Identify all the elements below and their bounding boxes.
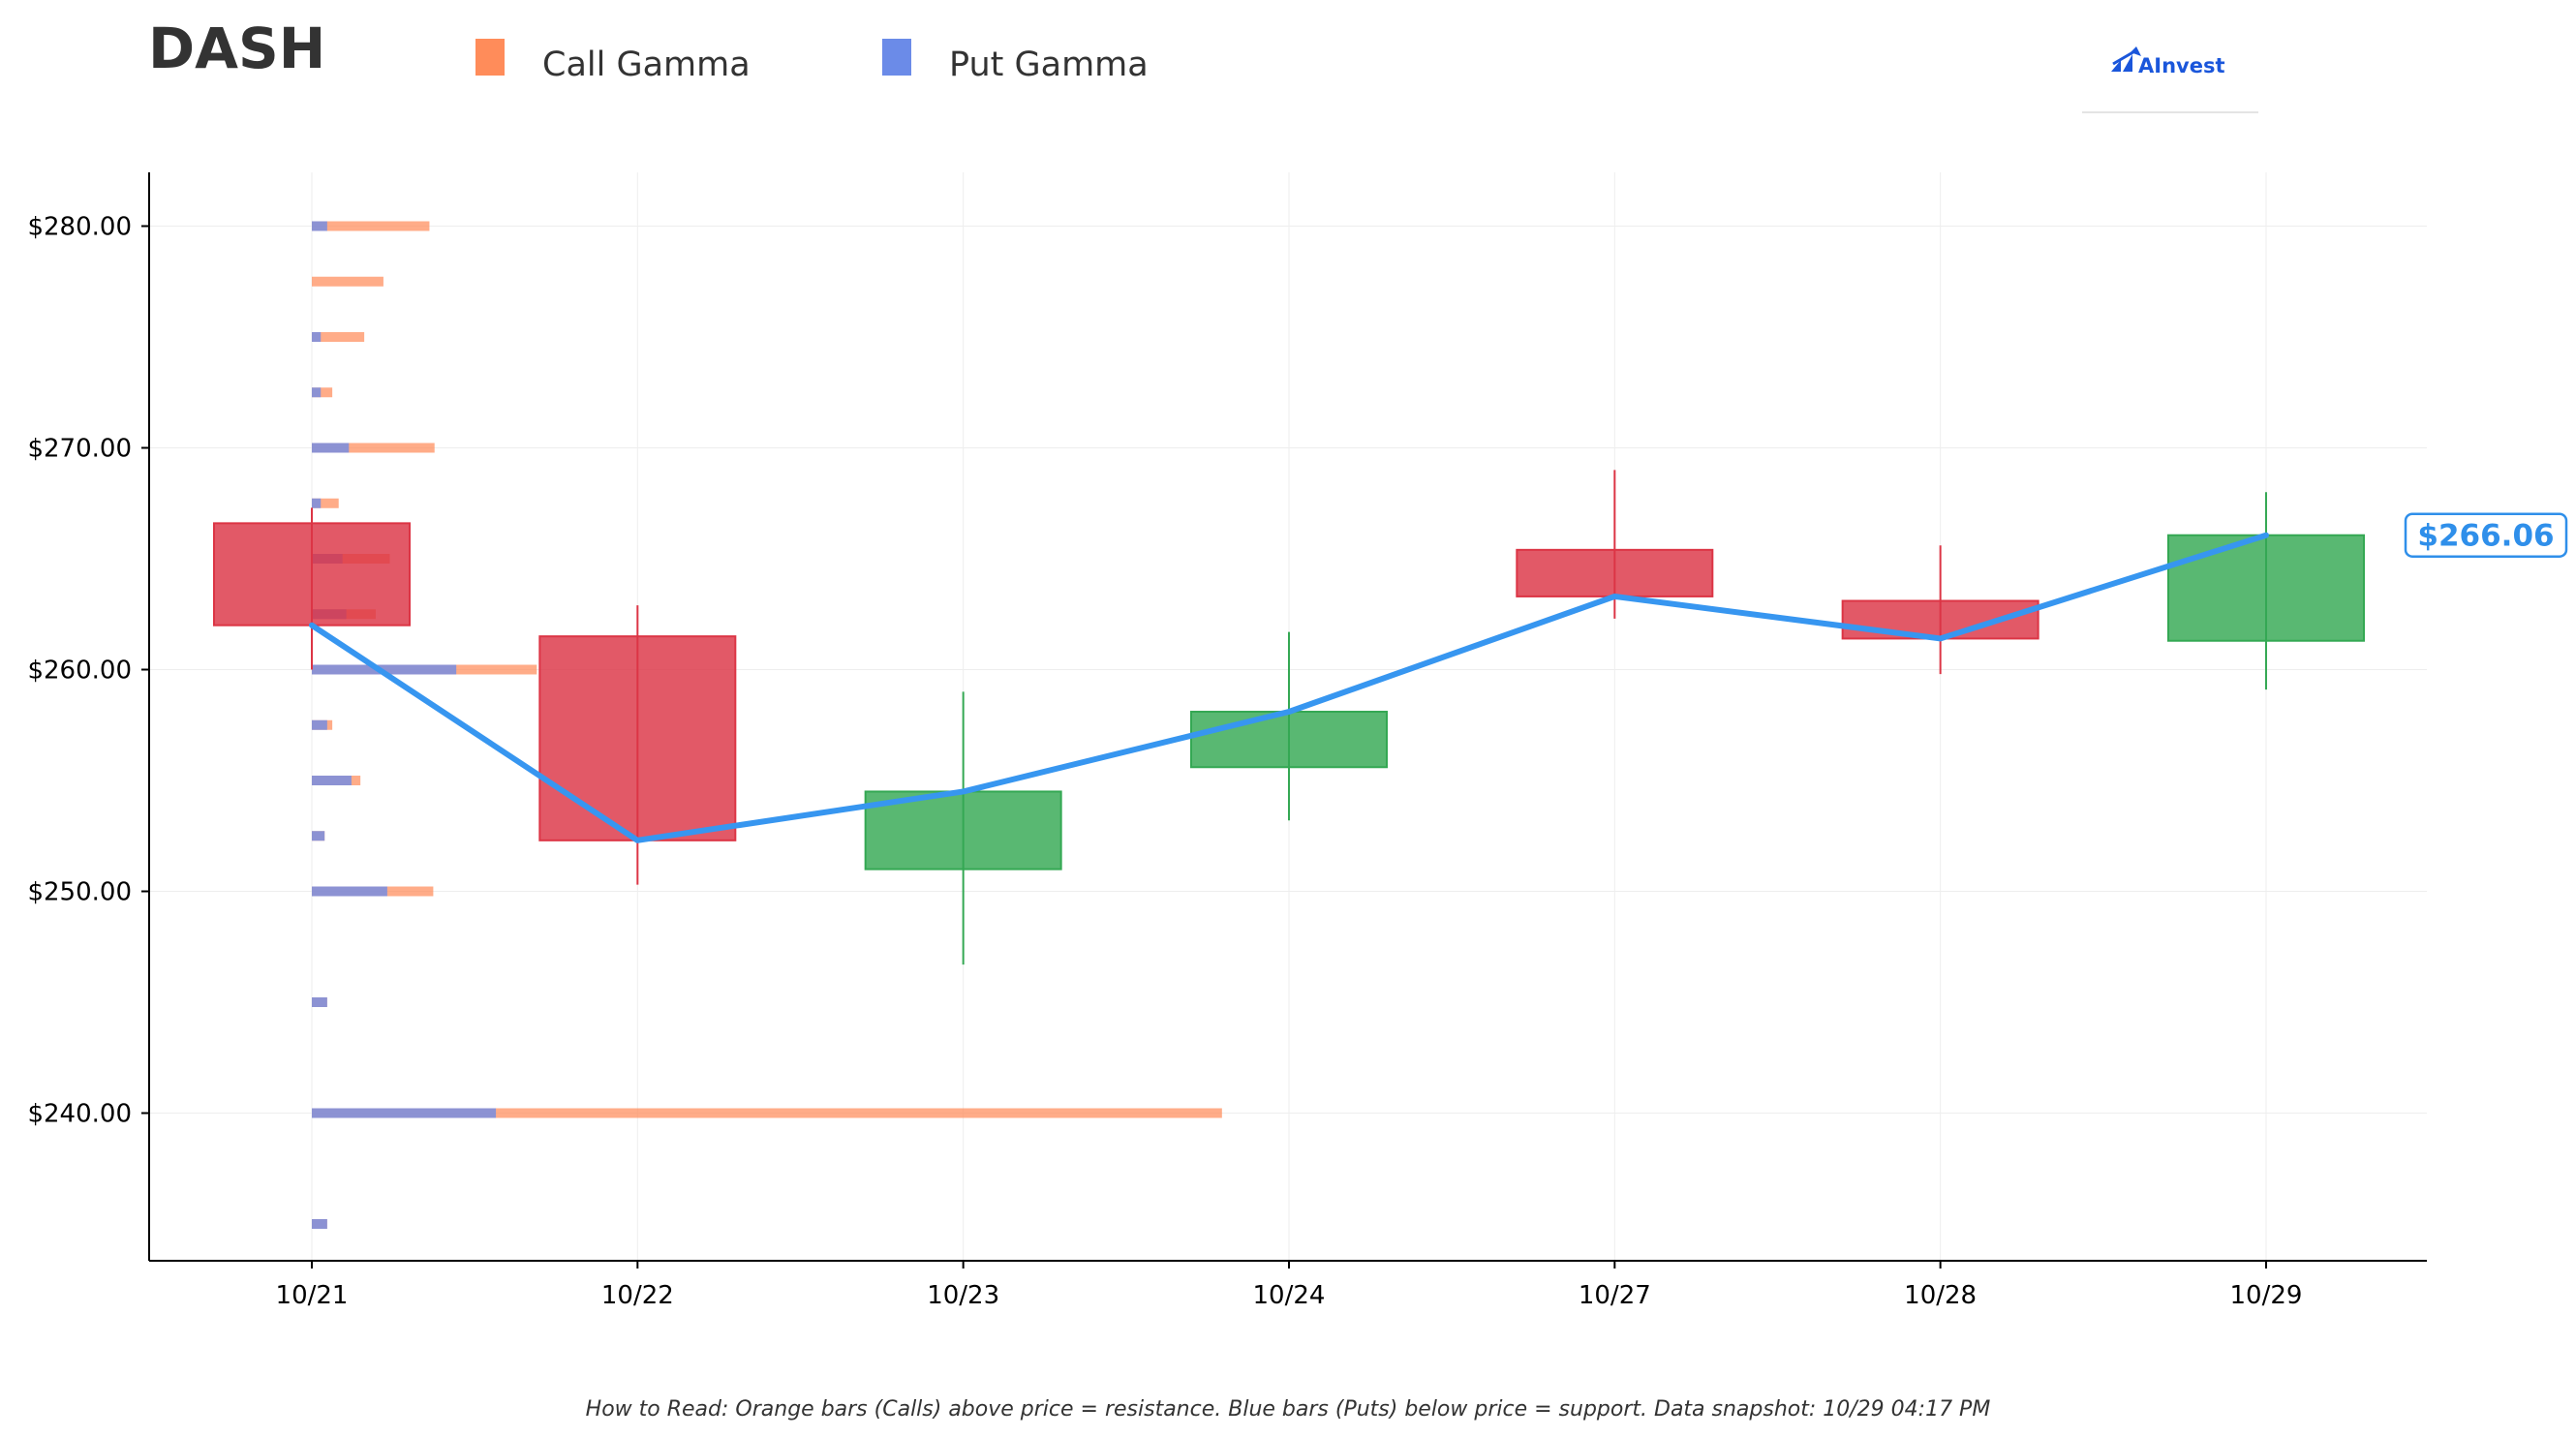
- put-gamma-bar: [312, 831, 325, 841]
- chart-title: DASH: [148, 15, 325, 81]
- x-axis-ticks: 10/21 10/22 10/23 10/24 10/27 10/28 10/29: [276, 1261, 2303, 1310]
- candle-body: [538, 635, 737, 841]
- put-gamma-bar: [312, 997, 327, 1007]
- ainvest-logo: AInvest: [2082, 46, 2258, 113]
- current-price-label-box: [2404, 512, 2568, 558]
- legend-label-call-gamma: Call Gamma: [542, 46, 751, 84]
- x-tick-label: 10/29: [2230, 1281, 2303, 1310]
- put-gamma-bar: [312, 1219, 327, 1229]
- x-tick-label: 10/21: [276, 1281, 349, 1310]
- legend-swatch-call-gamma: [475, 39, 505, 76]
- put-gamma-bar: [312, 387, 322, 398]
- call-gamma-bar: [312, 1108, 1222, 1118]
- chart-footnote: How to Read: Orange bars (Calls) above p…: [586, 1397, 1991, 1422]
- put-gamma-bar: [312, 221, 327, 231]
- legend-label-put-gamma: Put Gamma: [949, 46, 1149, 84]
- grid-lines: [149, 172, 2427, 1261]
- call-gamma-bar: [312, 443, 435, 453]
- call-gamma-bar: [312, 387, 333, 398]
- close-price-line-group: [309, 532, 2269, 843]
- candle-body: [1189, 711, 1388, 769]
- y-tick-label: $260.00: [27, 657, 132, 686]
- legend: Call Gamma Put Gamma: [475, 39, 1149, 84]
- candle-body: [864, 790, 1062, 871]
- put-gamma-bar: [312, 719, 327, 730]
- candle-body: [1516, 548, 1714, 597]
- x-tick-label: 10/28: [1904, 1281, 1977, 1310]
- chart-arrow-icon: [2111, 46, 2141, 72]
- x-tick-label: 10/23: [927, 1281, 999, 1310]
- call-gamma-bar: [312, 221, 430, 231]
- y-tick-label: $270.00: [27, 435, 132, 464]
- call-gamma-bar: [312, 498, 339, 508]
- call-gamma-bar: [312, 276, 383, 287]
- current-price-label-group: $266.06: [2404, 512, 2568, 558]
- candle-body: [2166, 534, 2365, 642]
- x-tick-label: 10/27: [1579, 1281, 1651, 1310]
- candles: [213, 470, 2365, 965]
- y-tick-label: $250.00: [27, 878, 132, 907]
- put-gamma-bar: [312, 443, 350, 453]
- candle-body: [213, 522, 411, 627]
- put-gamma-bar: [312, 498, 322, 508]
- close-price-line: [309, 532, 2269, 843]
- call-gamma-bar: [312, 332, 365, 342]
- put-gamma-bar: [312, 1108, 497, 1118]
- put-gamma-bar: [312, 332, 322, 342]
- legend-swatch-put-gamma: [882, 39, 911, 76]
- y-axis-ticks: $240.00 $250.00 $260.00 $270.00 $280.00: [27, 213, 149, 1129]
- logo-text: AInvest: [2138, 54, 2225, 77]
- y-tick-label: $280.00: [27, 213, 132, 242]
- current-price-label: $266.06: [2417, 519, 2554, 554]
- y-tick-label: $240.00: [27, 1100, 132, 1129]
- x-tick-label: 10/24: [1253, 1281, 1326, 1310]
- x-tick-label: 10/22: [601, 1281, 674, 1310]
- candle-body: [1841, 599, 2039, 640]
- put-gamma-bar: [312, 776, 352, 785]
- put-gamma-bar: [312, 886, 387, 897]
